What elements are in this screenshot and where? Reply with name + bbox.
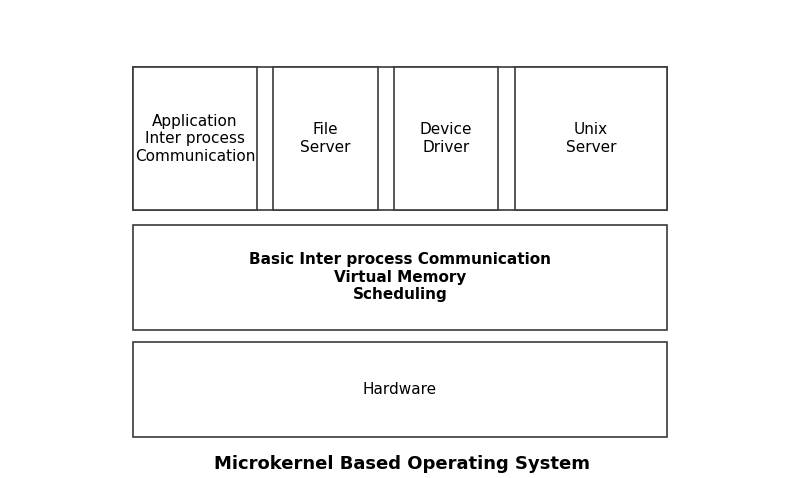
FancyBboxPatch shape: [132, 342, 666, 437]
FancyBboxPatch shape: [132, 225, 666, 330]
FancyBboxPatch shape: [273, 67, 377, 210]
Text: Hardware: Hardware: [362, 382, 437, 397]
Text: Unix
Server: Unix Server: [565, 122, 615, 155]
Text: File
Server: File Server: [300, 122, 350, 155]
FancyBboxPatch shape: [514, 67, 666, 210]
Text: Microkernel Based Operating System: Microkernel Based Operating System: [214, 455, 589, 473]
Text: Basic Inter process Communication
Virtual Memory
Scheduling: Basic Inter process Communication Virtua…: [249, 252, 550, 302]
FancyBboxPatch shape: [132, 67, 666, 210]
Text: Device
Driver: Device Driver: [419, 122, 472, 155]
FancyBboxPatch shape: [132, 67, 257, 210]
Text: Application
Inter process
Communication: Application Inter process Communication: [135, 114, 255, 163]
FancyBboxPatch shape: [393, 67, 498, 210]
